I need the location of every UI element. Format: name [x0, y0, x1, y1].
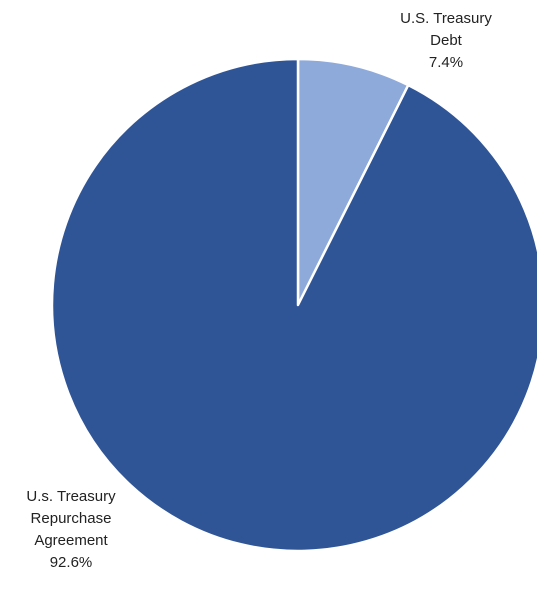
slice-label-line: Repurchase [30, 510, 112, 527]
slice-label-line: Debt [430, 32, 462, 49]
slice-percent-label: 92.6% [49, 554, 93, 571]
slice-label-treasury-repurchase-agreement: U.s. Treasury Repurchase Agreement 92.6% [8, 486, 134, 574]
slice-label-line: Agreement [34, 532, 108, 549]
pie-slices [50, 57, 537, 553]
pie-slice-0 [296, 57, 410, 307]
slice-label-treasury-debt: U.S. Treasury Debt 7.4% [385, 8, 507, 74]
slice-label-line: U.S. Treasury [400, 10, 492, 27]
pie-slice-1 [50, 57, 537, 553]
slice-label-line: U.s. Treasury [26, 488, 116, 505]
slice-percent-label: 7.4% [428, 54, 464, 71]
